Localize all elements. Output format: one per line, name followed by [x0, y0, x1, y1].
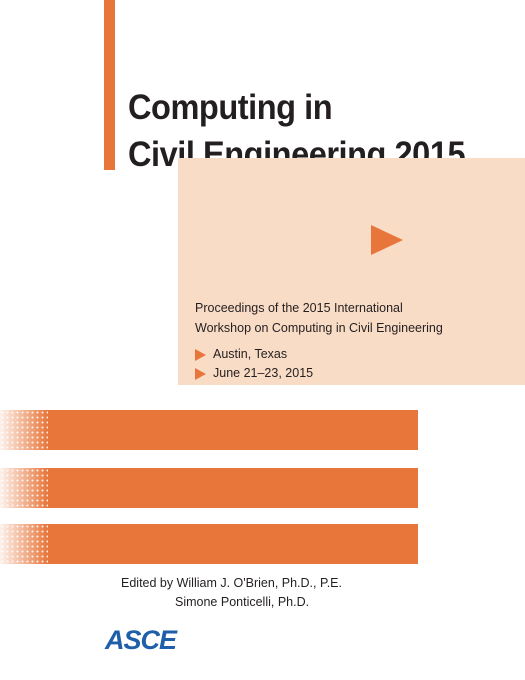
vertical-accent-bar — [104, 0, 115, 170]
location-item: Austin, Texas — [195, 345, 313, 364]
bullet-triangle-icon — [195, 367, 206, 380]
dates-text: June 21–23, 2015 — [213, 366, 314, 380]
horizontal-stripe-2 — [0, 468, 418, 508]
triangle-arrow-icon — [371, 225, 403, 255]
event-details: Austin, Texas June 21–23, 2015 — [195, 345, 313, 383]
dates-item: June 21–23, 2015 — [195, 364, 313, 383]
location-text: Austin, Texas — [213, 347, 288, 361]
horizontal-stripe-3 — [0, 524, 418, 564]
editors: Edited by William J. O'Brien, Ph.D., P.E… — [121, 574, 342, 612]
peach-panel — [178, 158, 525, 385]
proceedings-line-1: Proceedings of the 2015 International — [195, 301, 403, 315]
proceedings-line-2: Workshop on Computing in Civil Engineeri… — [195, 321, 443, 335]
editor-line-2: Simone Ponticelli, Ph.D. — [175, 595, 310, 609]
title-line-1: Computing in — [128, 88, 333, 127]
editor-line-1: Edited by William J. O'Brien, Ph.D., P.E… — [121, 576, 342, 590]
asce-logo: ASCE — [105, 625, 177, 655]
bullet-triangle-icon — [195, 348, 206, 361]
horizontal-stripe-1 — [0, 410, 418, 450]
proceedings-description: Proceedings of the 2015 International Wo… — [195, 298, 443, 338]
